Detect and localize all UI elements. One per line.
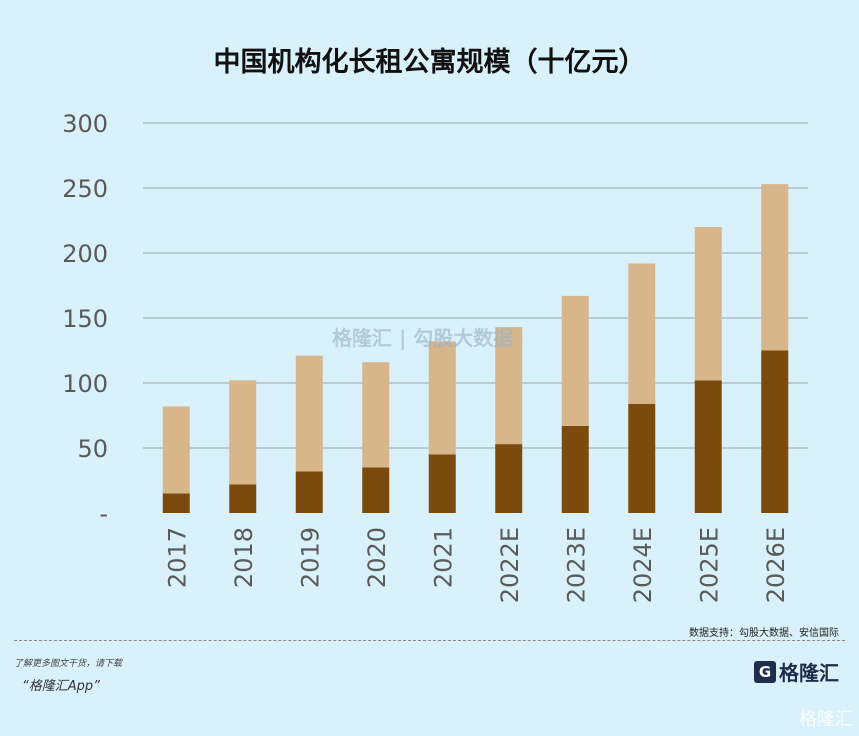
y-tick-label: 200 bbox=[62, 240, 108, 268]
y-tick-label: 300 bbox=[62, 110, 108, 138]
bar-segment-lower bbox=[162, 493, 190, 513]
y-tick-label: - bbox=[99, 500, 108, 528]
bar-segment-upper bbox=[694, 227, 722, 381]
y-tick-label: 50 bbox=[77, 435, 108, 463]
x-tick-label: 2026E bbox=[762, 527, 790, 603]
bar-segment-lower bbox=[561, 425, 589, 513]
promo-app-name: “格隆汇App” bbox=[22, 679, 100, 694]
bar-segment-upper bbox=[428, 341, 456, 455]
x-tick-label: 2023E bbox=[562, 527, 590, 603]
bar-segment-lower bbox=[428, 454, 456, 513]
bar-segment-lower bbox=[295, 471, 323, 513]
bar-segment-upper bbox=[495, 327, 523, 445]
bar-segment-lower bbox=[694, 380, 722, 513]
logo-text: 格隆汇 bbox=[779, 661, 839, 685]
bar-segment-upper bbox=[761, 184, 789, 351]
chart-title: 中国机构化长租公寓规模（十亿元） bbox=[213, 47, 646, 78]
x-tick-label: 2017 bbox=[163, 527, 191, 588]
bar-segment-lower bbox=[362, 467, 390, 513]
x-tick-label: 2020 bbox=[363, 527, 391, 588]
bar-segment-upper bbox=[295, 355, 323, 472]
center-watermark: 格隆汇 | 勾股大数据 bbox=[332, 326, 514, 350]
x-tick-label: 2022E bbox=[496, 527, 524, 603]
brand-logo: G 格隆汇 bbox=[754, 657, 839, 686]
x-tick-label: 2025E bbox=[695, 527, 723, 603]
x-tick-label: 2019 bbox=[296, 527, 324, 588]
divider bbox=[14, 640, 845, 641]
bar-segment-upper bbox=[628, 263, 656, 404]
bar-segment-lower bbox=[229, 484, 257, 513]
y-tick-label: 100 bbox=[62, 370, 108, 398]
watermark: 格隆汇 bbox=[799, 709, 853, 730]
x-tick-label: 2018 bbox=[230, 527, 258, 588]
logo-g-icon: G bbox=[754, 660, 776, 683]
bar-segment-upper bbox=[229, 380, 257, 485]
bar-chart: - 50 100 150 200 250 300 2017 2018 2019 2020 2021 20… bbox=[62, 110, 808, 603]
bar-segment-upper bbox=[561, 295, 589, 426]
y-tick-label: 250 bbox=[62, 175, 108, 203]
x-tick-label: 2021 bbox=[429, 527, 457, 588]
bar-segment-lower bbox=[761, 350, 789, 513]
data-source: 数据支持：勾股大数据、安信国际 bbox=[689, 628, 839, 639]
bar-segment-upper bbox=[362, 362, 390, 468]
bar-segment-lower bbox=[628, 403, 656, 513]
bar-segment-upper bbox=[162, 406, 190, 494]
bar-segment-lower bbox=[495, 444, 523, 513]
y-tick-label: 150 bbox=[62, 305, 108, 333]
promo-text: 了解更多图文干货，请下载 bbox=[14, 659, 123, 669]
x-tick-label: 2024E bbox=[629, 527, 657, 603]
